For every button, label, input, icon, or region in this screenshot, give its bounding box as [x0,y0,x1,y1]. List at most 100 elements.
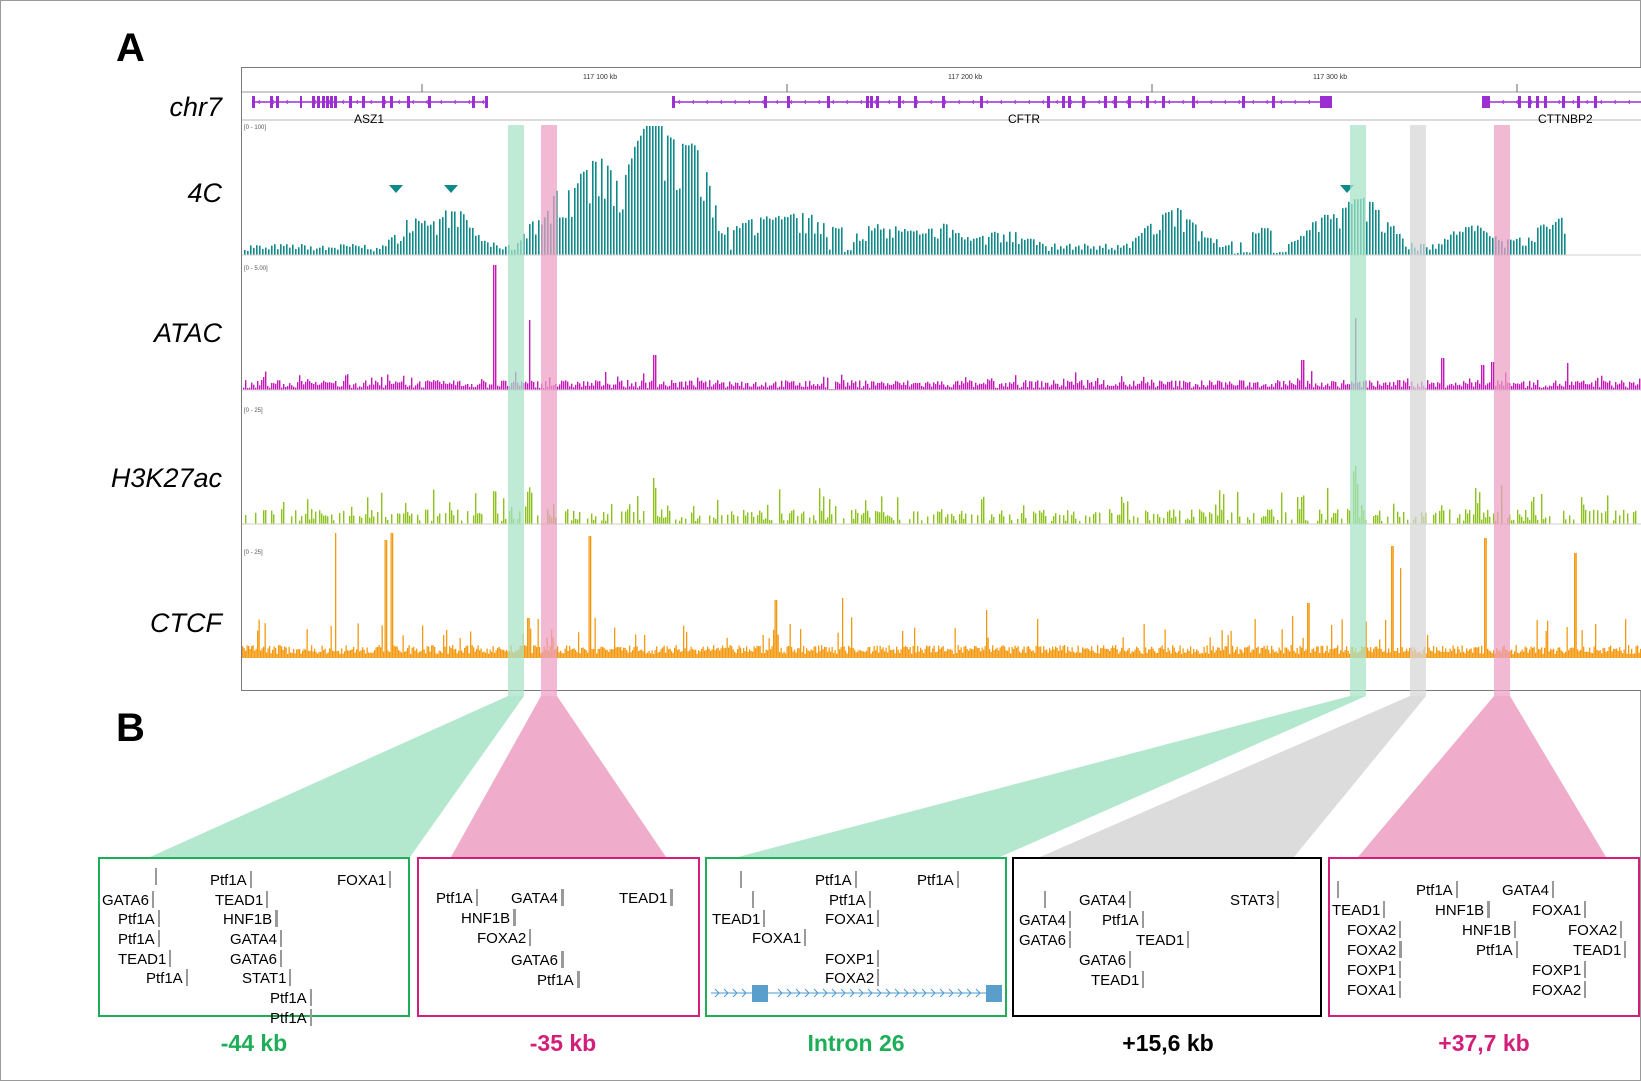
tf-label: HNF1B [223,910,279,928]
tf-label: Ptf1A [270,989,312,1007]
tf-label: FOXA1 [1532,901,1587,919]
tf-label: FOXA1 [1347,981,1402,999]
intron-chevron-icon [822,988,828,998]
tf-label: TEAD1 [1136,931,1190,949]
intron-chevron-icon [885,988,891,998]
tf-label: Ptf1A [436,889,478,907]
region-label-plus15: +15,6 kb [1122,1030,1214,1056]
intron-chevron-icon [939,988,945,998]
viewpoint-marker-icon [389,185,403,193]
intron-chevron-icon [912,988,918,998]
intron-chevron-icon [867,988,873,998]
tf-label: FOXA1 [825,910,880,928]
panel-letter-a: A [116,26,145,70]
gene-cftr [672,96,1332,108]
panel-letter-b: B [116,706,145,750]
track-4c-signal [244,126,1566,255]
intron-chevron-icon [849,988,855,998]
viewpoint-marker-icon [1340,185,1354,193]
gene-asz1 [252,96,488,108]
intron-chevron-icon [741,988,747,998]
track-h3k27ac-signal [245,465,1637,524]
tf-label: STAT3 [1230,891,1280,909]
track-ctcf-signal [242,533,1641,658]
track-label-ctcf: CTCF [150,608,222,638]
tf-label: GATA4 [1079,891,1131,909]
tf-label: FOXA2 [477,929,532,947]
region-label-minus44: -44 kb [220,1030,288,1056]
tf-label: Ptf1A [270,1009,312,1027]
tf-label: FOXA2 [1347,921,1402,939]
track-label-atac: ATAC [153,318,222,348]
tf-label: Ptf1A [118,910,160,928]
track-label-h3k27ac: H3K27ac [110,463,222,493]
ruler-tick-label-1: 117 100 kb [583,74,618,81]
range-4c: [0 - 100] [244,125,267,131]
browser-tracks [242,84,1641,658]
intron-chevron-icon [786,988,792,998]
genome-browser-panel: 117 100 kb 117 200 kb 117 300 kb ASZ1 CF… [241,67,1641,691]
region-box-minus44: GATA6 Ptf1A Ptf1A TEAD1 Ptf1A Ptf1A TEAD… [98,857,410,1027]
intron-chevron-icon [732,988,738,998]
tf-label: TEAD1 [215,891,269,909]
tf-label: GATA4 [1019,911,1071,929]
intron-chevron-icon [804,988,810,998]
track-label-chr: chr7 [169,92,222,122]
region-label-intron26: Intron 26 [807,1030,905,1056]
intron-chevron-icon [777,988,783,998]
tf-label: GATA4 [511,889,564,907]
tf-label: TEAD1 [1332,901,1386,919]
ruler-tick-label-3: 117 300 kb [1313,74,1348,81]
intron-chevron-icon [813,988,819,998]
tf-label: Ptf1A [210,871,252,889]
intron-chevron-icon [921,988,927,998]
region-box-plus37: Ptf1A GATA4 TEAD1 HNF1B FOXA1 FOXA2 HNF1… [1328,857,1640,1017]
tf-label: FOXP1 [825,950,880,968]
tf-label: GATA6 [511,951,564,969]
tf-label: GATA6 [102,891,154,909]
gene-label-cttnbp2: CTTNBP2 [1538,112,1593,126]
intron-chevron-icon [795,988,801,998]
range-atac: [0 - 5.00] [244,266,268,272]
tf-label: TEAD1 [619,889,674,907]
tf-label: Ptf1A [1102,911,1144,929]
tf-label: GATA6 [1019,931,1071,949]
tf-label: HNF1B [1435,901,1491,919]
ruler-tick-label-2: 117 200 kb [948,74,983,81]
intron-chevron-icon [966,988,972,998]
tf-label: FOXA2 [1347,941,1403,959]
intron-chevron-icon [930,988,936,998]
intron-chevron-icon [957,988,963,998]
tf-label: HNF1B [1462,921,1517,939]
gene-label-asz1: ASZ1 [354,112,385,126]
tf-label: GATA6 [230,950,282,968]
tf-label: Ptf1A [1416,881,1458,899]
tf-label: TEAD1 [712,910,766,928]
gene-label-cftr: CFTR [1008,112,1040,126]
intron-chevron-icon [831,988,837,998]
intron-chevron-icon [858,988,864,998]
tf-label: GATA4 [1502,881,1554,899]
range-ctcf: [0 - 25] [244,550,263,556]
tf-label: TEAD1 [1091,971,1145,989]
intron-chevron-icon [714,988,720,998]
intron-chevron-icon [975,988,981,998]
region-box-minus35: Ptf1A GATA4 TEAD1 HNF1B FOXA2 GATA6 Ptf1… [417,857,700,1017]
range-h3k27ac: [0 - 25] [244,408,263,414]
tf-label: FOXP1 [1347,961,1402,979]
tf-mark [740,871,742,888]
intron26-gene-model [711,985,1002,1002]
gene-cttnbp2 [1482,96,1641,108]
region-box-intron26: Ptf1A Ptf1A Ptf1A TEAD1 FOXA1 FOXA1 FOXP… [705,857,1007,1017]
tf-mark [155,868,157,885]
tf-label: HNF1B [461,909,517,927]
tf-label: Ptf1A [917,871,959,889]
intron-chevron-icon [876,988,882,998]
tf-label: Ptf1A [118,930,160,948]
tf-label: Ptf1A [537,971,580,989]
tf-label: FOXA2 [1568,921,1623,939]
region-label-plus37: +37,7 kb [1438,1030,1530,1056]
tf-label: Ptf1A [829,891,871,909]
viewpoint-marker-icon [444,185,458,193]
intron-chevron-icon [894,988,900,998]
